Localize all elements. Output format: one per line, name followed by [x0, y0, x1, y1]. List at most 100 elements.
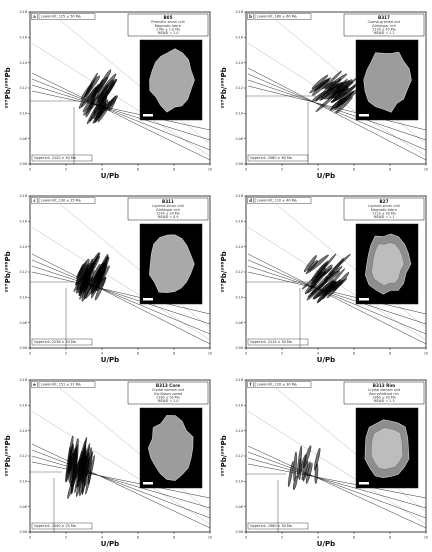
y-tick-label: 0.06: [19, 346, 27, 350]
reference-line: [49, 380, 210, 513]
y-tick-label: 0.10: [235, 112, 243, 116]
x-tick-label: 2: [65, 168, 67, 172]
x-tick-label: 4: [101, 352, 103, 356]
upper-intercept-text: Upper-int. 2115 ± 30 Ma: [250, 340, 292, 344]
data-ellipse: [68, 453, 72, 484]
data-ellipse: [307, 284, 317, 294]
y-tick-label: 0.18: [19, 194, 27, 198]
discordia-line: [31, 78, 210, 151]
x-tick-label: 10: [424, 168, 428, 172]
data-ellipse: [93, 89, 109, 114]
sample-legend-line: Oscillatory zoned: [154, 392, 183, 396]
panel-letter: e: [33, 382, 36, 387]
data-ellipse: [322, 281, 337, 300]
discordia-line: [247, 259, 426, 335]
panel-letter-box: [31, 13, 38, 20]
data-ellipse: [79, 276, 91, 297]
upper-intercept-text: Upper-int. 2120 ± 40 Ma: [34, 156, 76, 160]
data-ellipse: [313, 447, 321, 471]
y-tick-label: 0.10: [235, 296, 243, 300]
y-tick-label: 0.16: [19, 404, 27, 408]
sample-legend-box: [127, 381, 209, 405]
x-axis-title: U/Pb: [101, 540, 119, 548]
y-tick-label: 0.14: [235, 245, 243, 249]
reference-line: [246, 409, 426, 525]
discordia-line: [247, 445, 426, 529]
scale-bar: [359, 482, 369, 485]
plot-content: [246, 380, 426, 532]
y-tick-label: 0.16: [235, 36, 243, 40]
y-tick-label: 0.12: [19, 454, 27, 458]
data-ellipse: [318, 279, 328, 289]
data-ellipse: [312, 91, 328, 102]
sample-legend-line: Layered zircon unit: [368, 204, 400, 208]
y-tick-label: 0.16: [19, 220, 27, 224]
sample-legend-line: 2130 ± 45 Ma: [372, 27, 395, 31]
discordia-line: [31, 253, 210, 345]
y-tick-label: 0.06: [235, 162, 243, 166]
panel-letter-box: [247, 381, 254, 388]
lower-intercept-box: [254, 381, 312, 388]
x-tick-label: 6: [353, 168, 355, 172]
x-tick-label: 4: [317, 168, 319, 172]
data-ellipse: [92, 100, 111, 124]
x-tick-label: 6: [353, 536, 355, 540]
sample-legend-box: [127, 197, 209, 221]
x-tick-label: 2: [281, 536, 283, 540]
sample-legend-line: MSWD = 1.2: [374, 31, 395, 35]
reference-line: [30, 41, 210, 157]
y-tick-label: 0.12: [235, 454, 243, 458]
upper-intercept-box: [31, 522, 93, 530]
sample-legend-line: Magmatic fabric: [155, 24, 182, 28]
lower-intercept-text: Lower-int. 120 ± 30 Ma: [257, 383, 297, 387]
discordia-line: [247, 457, 426, 509]
x-tick-label: 8: [173, 352, 175, 356]
data-ellipse: [90, 84, 100, 102]
zircon-grain: [149, 48, 195, 113]
data-ellipse: [309, 77, 332, 94]
panel-letter: a: [33, 14, 36, 19]
data-ellipse: [328, 84, 340, 91]
discordia-line: [31, 271, 210, 315]
discordia-line: [31, 90, 210, 131]
concordia-panel-c: 0.06 0.08 0.10 0.12 0.14 0.16 0.18 0 2 4 6 8 10 ²⁰⁷Pb…: [4, 194, 212, 364]
upper-intercept-text: Upper-int. 2080 ± 60 Ma: [250, 156, 292, 160]
x-tick-label: 0: [245, 168, 247, 172]
sample-name: B05: [163, 15, 172, 20]
reference-line: [265, 196, 426, 329]
discordia-line: [31, 84, 210, 141]
data-ellipse: [296, 445, 303, 479]
sample-legend-line: MSWD = 1.3: [374, 399, 395, 403]
y-tick-label: 0.10: [19, 296, 27, 300]
sample-legend-box: [343, 381, 425, 405]
sample-legend-line: MSWD = 1.0: [158, 399, 179, 403]
upper-intercept-text: Upper-int. 2140 ± 25 Ma: [34, 524, 76, 528]
upper-intercept-text: Upper-int. 2238 ± 20 Ma: [34, 340, 76, 344]
x-tick-label: 8: [389, 352, 391, 356]
lower-intercept-text: Lower-int. 130 ± 25 Ma: [41, 199, 81, 203]
panel-letter-box: [247, 197, 254, 204]
y-tick-label: 0.14: [235, 429, 243, 433]
y-tick-label: 0.16: [19, 36, 27, 40]
y-axis-title: ²⁰⁷Pb/²⁰⁶Pb: [220, 435, 228, 476]
data-ellipse: [85, 455, 95, 495]
data-ellipse: [300, 454, 307, 472]
lower-intercept-text: Lower-int. 180 ± 60 Ma: [257, 15, 297, 19]
data-ellipse: [75, 264, 84, 286]
sample-name: B27: [379, 199, 388, 204]
data-ellipse: [314, 463, 319, 484]
x-tick-label: 10: [424, 536, 428, 540]
y-tick-label: 0.18: [19, 10, 27, 14]
discordia-line: [31, 72, 210, 161]
x-tick-label: 10: [208, 168, 212, 172]
x-tick-label: 6: [137, 168, 139, 172]
x-tick-label: 0: [29, 536, 31, 540]
y-tick-label: 0.14: [235, 61, 243, 65]
panel-letter-box: [31, 197, 38, 204]
y-tick-label: 0.08: [235, 505, 243, 509]
data-ellipse: [302, 461, 311, 482]
data-ellipse: [303, 255, 317, 273]
discordia-line: [247, 67, 426, 161]
scale-bar: [143, 482, 153, 485]
lower-intercept-box: [38, 381, 96, 388]
